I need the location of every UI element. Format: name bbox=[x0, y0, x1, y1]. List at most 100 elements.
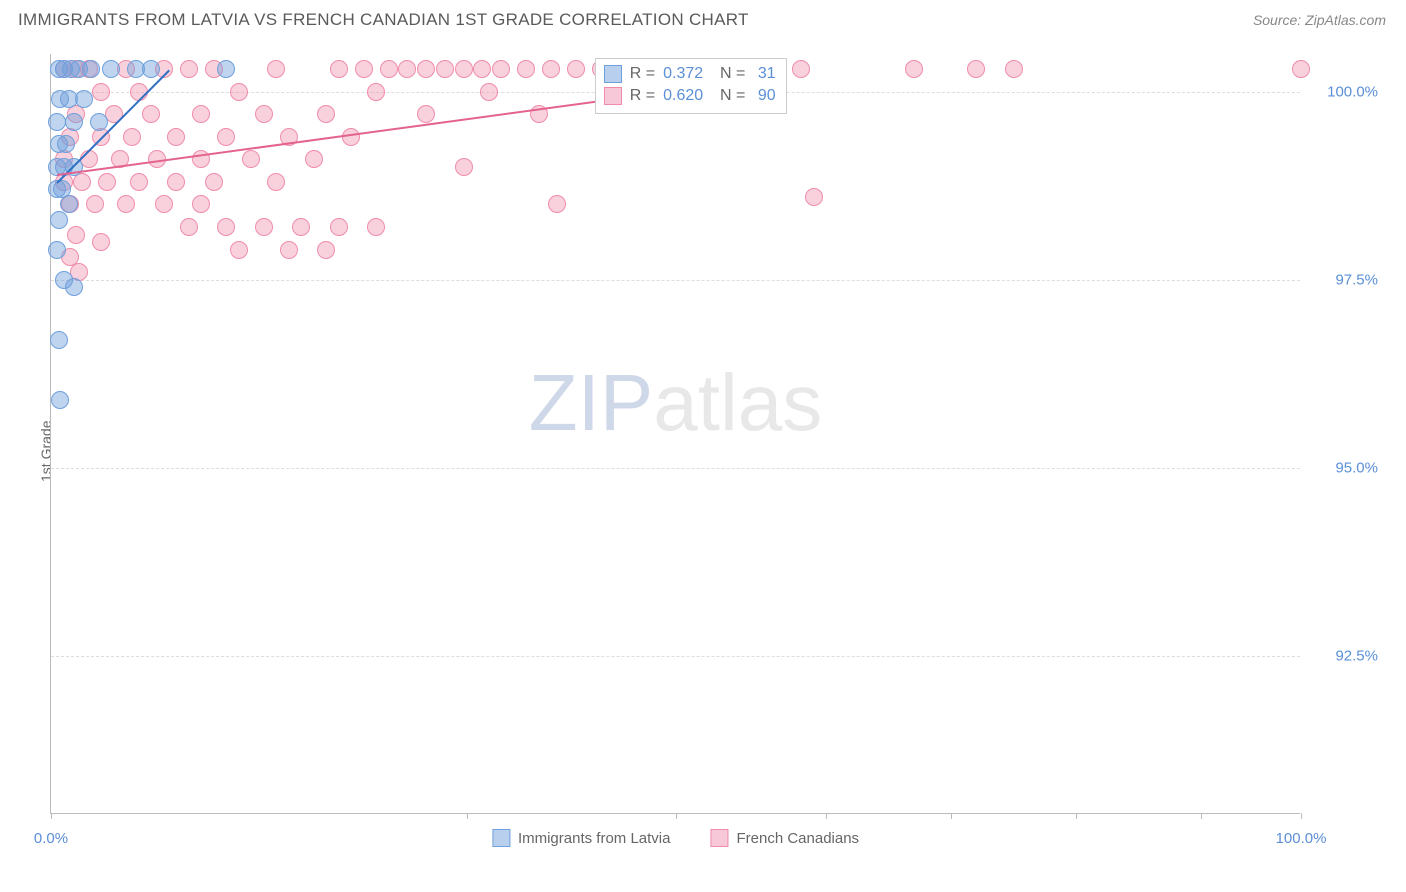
scatter-point bbox=[398, 60, 416, 78]
scatter-point bbox=[205, 173, 223, 191]
legend-row: R = 0.372 N = 31 bbox=[604, 63, 776, 85]
scatter-point bbox=[473, 60, 491, 78]
scatter-point bbox=[142, 60, 160, 78]
source-attribution: Source: ZipAtlas.com bbox=[1253, 12, 1386, 28]
scatter-point bbox=[192, 195, 210, 213]
scatter-point bbox=[455, 60, 473, 78]
scatter-point bbox=[317, 105, 335, 123]
x-tick bbox=[467, 813, 468, 819]
scatter-point bbox=[65, 278, 83, 296]
scatter-point bbox=[75, 90, 93, 108]
header: IMMIGRANTS FROM LATVIA VS FRENCH CANADIA… bbox=[0, 0, 1406, 38]
legend-r-value: 0.620 bbox=[663, 87, 703, 105]
legend-swatch bbox=[710, 829, 728, 847]
legend-swatch bbox=[604, 65, 622, 83]
x-tick bbox=[676, 813, 677, 819]
scatter-point bbox=[217, 218, 235, 236]
series-legend: Immigrants from Latvia French Canadians bbox=[492, 829, 859, 847]
chart-container: 1st Grade ZIPatlas 92.5%95.0%97.5%100.0%… bbox=[38, 54, 1378, 814]
scatter-point bbox=[967, 60, 985, 78]
scatter-point bbox=[230, 241, 248, 259]
legend-item: French Canadians bbox=[710, 829, 859, 847]
scatter-point bbox=[60, 195, 78, 213]
scatter-point bbox=[255, 218, 273, 236]
scatter-point bbox=[380, 60, 398, 78]
scatter-point bbox=[305, 150, 323, 168]
scatter-point bbox=[292, 218, 310, 236]
y-tick-label: 97.5% bbox=[1335, 271, 1378, 288]
legend-item: Immigrants from Latvia bbox=[492, 829, 671, 847]
scatter-point bbox=[92, 83, 110, 101]
scatter-point bbox=[50, 211, 68, 229]
scatter-point bbox=[192, 105, 210, 123]
legend-n-value: 90 bbox=[753, 87, 775, 105]
scatter-point bbox=[180, 218, 198, 236]
x-tick-label: 0.0% bbox=[34, 830, 68, 847]
scatter-point bbox=[367, 218, 385, 236]
scatter-point bbox=[355, 60, 373, 78]
scatter-point bbox=[57, 135, 75, 153]
scatter-point bbox=[67, 226, 85, 244]
y-tick-label: 95.0% bbox=[1335, 459, 1378, 476]
x-tick bbox=[51, 813, 52, 819]
scatter-point bbox=[492, 60, 510, 78]
y-tick-label: 100.0% bbox=[1327, 83, 1378, 100]
scatter-point bbox=[92, 233, 110, 251]
scatter-point bbox=[1292, 60, 1310, 78]
scatter-point bbox=[130, 173, 148, 191]
scatter-point bbox=[542, 60, 560, 78]
scatter-point bbox=[102, 60, 120, 78]
scatter-point bbox=[267, 60, 285, 78]
scatter-point bbox=[548, 195, 566, 213]
correlation-legend: R = 0.372 N = 31R = 0.620 N = 90 bbox=[595, 58, 787, 114]
scatter-point bbox=[48, 241, 66, 259]
scatter-point bbox=[567, 60, 585, 78]
legend-row: R = 0.620 N = 90 bbox=[604, 85, 776, 107]
x-tick bbox=[826, 813, 827, 819]
x-tick-label: 100.0% bbox=[1276, 830, 1327, 847]
legend-r-label: R = bbox=[630, 87, 655, 105]
scatter-point bbox=[455, 158, 473, 176]
scatter-point bbox=[480, 83, 498, 101]
scatter-point bbox=[73, 173, 91, 191]
y-tick-label: 92.5% bbox=[1335, 647, 1378, 664]
scatter-point bbox=[517, 60, 535, 78]
gridline bbox=[51, 468, 1300, 469]
scatter-point bbox=[90, 113, 108, 131]
scatter-point bbox=[217, 60, 235, 78]
legend-n-label: N = bbox=[711, 65, 745, 83]
scatter-point bbox=[155, 195, 173, 213]
scatter-point bbox=[230, 83, 248, 101]
gridline bbox=[51, 656, 1300, 657]
chart-title: IMMIGRANTS FROM LATVIA VS FRENCH CANADIA… bbox=[18, 10, 749, 30]
scatter-point bbox=[123, 128, 141, 146]
scatter-point bbox=[82, 60, 100, 78]
scatter-point bbox=[417, 105, 435, 123]
scatter-point bbox=[330, 60, 348, 78]
legend-label: Immigrants from Latvia bbox=[518, 830, 671, 847]
scatter-point bbox=[217, 128, 235, 146]
scatter-point bbox=[317, 241, 335, 259]
x-tick bbox=[1301, 813, 1302, 819]
legend-r-value: 0.372 bbox=[663, 65, 703, 83]
scatter-point bbox=[180, 60, 198, 78]
x-tick bbox=[951, 813, 952, 819]
scatter-point bbox=[255, 105, 273, 123]
legend-n-value: 31 bbox=[753, 65, 775, 83]
legend-swatch bbox=[604, 87, 622, 105]
scatter-point bbox=[436, 60, 454, 78]
x-tick bbox=[1201, 813, 1202, 819]
legend-swatch bbox=[492, 829, 510, 847]
scatter-point bbox=[167, 173, 185, 191]
scatter-point bbox=[242, 150, 260, 168]
scatter-point bbox=[905, 60, 923, 78]
legend-n-label: N = bbox=[711, 87, 745, 105]
plot-area: ZIPatlas 92.5%95.0%97.5%100.0%0.0%100.0%… bbox=[50, 54, 1300, 814]
scatter-point bbox=[267, 173, 285, 191]
watermark: ZIPatlas bbox=[529, 357, 822, 449]
scatter-point bbox=[98, 173, 116, 191]
scatter-point bbox=[792, 60, 810, 78]
scatter-point bbox=[50, 331, 68, 349]
x-tick bbox=[1076, 813, 1077, 819]
scatter-point bbox=[330, 218, 348, 236]
